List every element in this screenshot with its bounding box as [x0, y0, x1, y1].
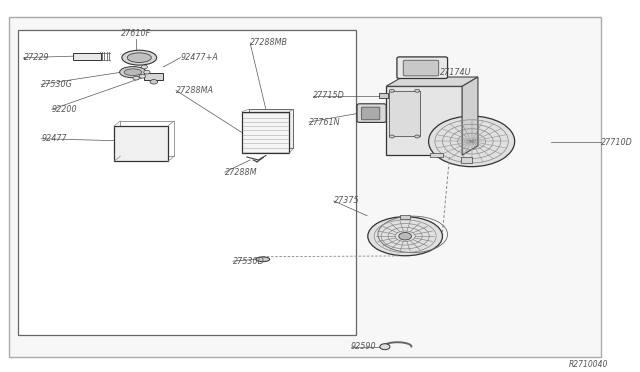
Text: 27375: 27375 [333, 196, 359, 205]
Ellipse shape [256, 257, 269, 262]
Bar [120, 121, 174, 156]
Text: 27174U: 27174U [440, 68, 472, 77]
Circle shape [389, 135, 394, 138]
Ellipse shape [127, 53, 151, 62]
FancyBboxPatch shape [397, 57, 447, 78]
Ellipse shape [124, 69, 142, 76]
Bar [379, 93, 388, 98]
Circle shape [380, 344, 390, 350]
Polygon shape [462, 77, 478, 155]
FancyBboxPatch shape [357, 104, 386, 122]
Polygon shape [386, 86, 462, 155]
Circle shape [144, 70, 150, 74]
Polygon shape [386, 77, 478, 86]
Text: 92477: 92477 [41, 134, 67, 143]
FancyBboxPatch shape [362, 107, 380, 120]
Text: 27288MB: 27288MB [250, 38, 288, 47]
Bar [461, 157, 472, 163]
Text: 92477+A: 92477+A [180, 53, 218, 62]
Text: 27610F: 27610F [121, 29, 151, 38]
Circle shape [399, 232, 412, 240]
Bar [73, 53, 101, 60]
Ellipse shape [368, 217, 442, 256]
Ellipse shape [122, 50, 157, 65]
Text: 92590: 92590 [351, 342, 376, 351]
Text: 27288M: 27288M [225, 168, 257, 177]
Text: 92200: 92200 [52, 105, 77, 114]
Circle shape [133, 76, 140, 80]
Text: 27288MA: 27288MA [176, 86, 214, 95]
Bar [431, 153, 443, 157]
Circle shape [140, 74, 146, 78]
Text: 27715D: 27715D [314, 92, 345, 100]
Bar [18, 30, 356, 335]
FancyBboxPatch shape [403, 60, 438, 76]
Ellipse shape [120, 67, 146, 78]
Text: R2710040: R2710040 [568, 360, 608, 369]
Bar [145, 73, 163, 80]
Bar [249, 109, 293, 148]
Text: 27229: 27229 [24, 53, 50, 62]
Text: 27761N: 27761N [309, 118, 340, 126]
Text: 27710D: 27710D [602, 138, 633, 147]
Bar [114, 126, 168, 161]
Bar [400, 215, 410, 219]
Bar [242, 112, 289, 153]
Circle shape [415, 89, 420, 92]
Text: 27530G: 27530G [41, 80, 73, 89]
Circle shape [429, 116, 515, 167]
Text: 27530D: 27530D [233, 257, 265, 266]
Circle shape [389, 89, 394, 92]
Circle shape [415, 135, 420, 138]
Circle shape [141, 65, 147, 69]
Bar [389, 91, 420, 136]
Circle shape [150, 80, 157, 84]
